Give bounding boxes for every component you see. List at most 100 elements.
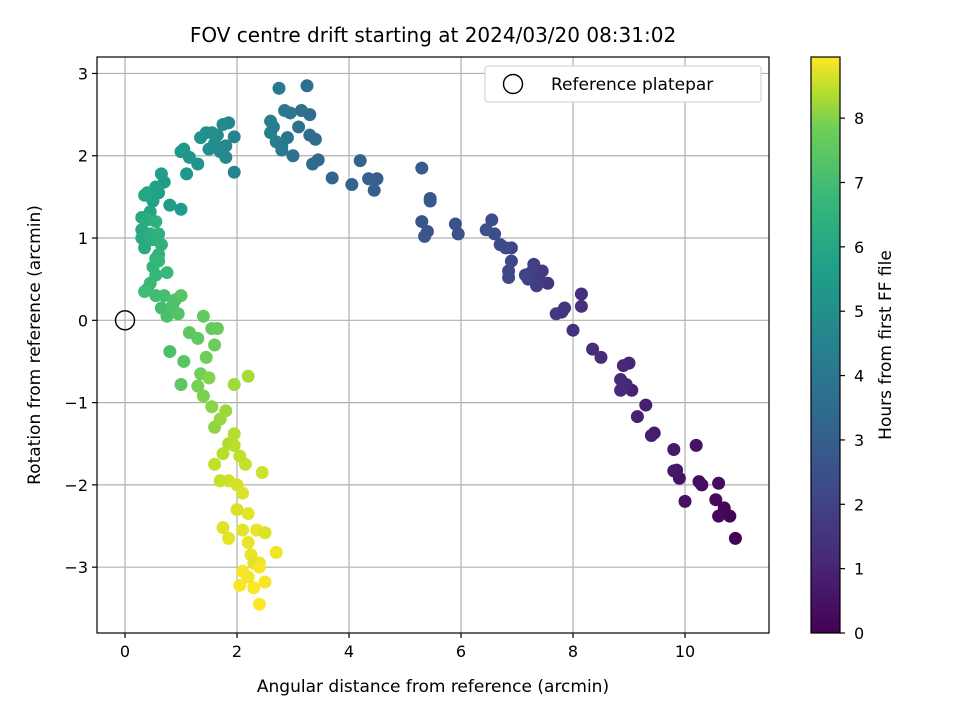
data-point <box>574 287 588 301</box>
data-point <box>196 389 210 403</box>
y-tick-label: −1 <box>64 394 88 413</box>
data-point <box>712 509 726 523</box>
data-point <box>216 447 230 461</box>
colorbar-tick-label: 0 <box>854 624 864 643</box>
data-point <box>227 165 241 179</box>
x-tick-label: 4 <box>344 642 354 661</box>
legend-marker-reference <box>502 73 524 95</box>
data-point <box>241 507 255 521</box>
data-point <box>415 215 429 229</box>
data-point <box>264 126 278 140</box>
data-point <box>518 268 532 282</box>
data-point <box>138 241 152 255</box>
data-point <box>278 103 292 117</box>
data-point <box>216 117 230 131</box>
data-point <box>157 289 171 303</box>
y-tick-label: −2 <box>64 476 88 495</box>
x-tick-label: 10 <box>675 642 695 661</box>
data-point <box>149 215 163 229</box>
data-point <box>180 167 194 181</box>
data-point <box>255 466 269 480</box>
legend-box <box>484 65 762 103</box>
colorbar-tick-label: 6 <box>854 238 864 257</box>
data-point <box>230 503 244 517</box>
data-point <box>247 581 261 595</box>
data-point <box>300 79 314 93</box>
data-point <box>152 227 166 241</box>
data-point <box>236 564 250 578</box>
data-point <box>160 309 174 323</box>
data-point <box>208 457 222 471</box>
data-point <box>614 373 628 387</box>
colorbar-tick-label: 8 <box>854 109 864 128</box>
data-point <box>367 183 381 197</box>
data-point <box>616 359 630 373</box>
data-point <box>205 400 219 414</box>
data-point <box>222 531 236 545</box>
data-point <box>345 178 359 192</box>
data-point <box>236 486 250 500</box>
data-point <box>362 172 376 186</box>
plot-frame <box>96 56 770 634</box>
data-point <box>504 254 518 268</box>
data-point <box>325 171 339 185</box>
colorbar-tick-label: 1 <box>854 560 864 579</box>
colorbar-tick-label: 3 <box>854 431 864 450</box>
y-tick-label: 2 <box>78 147 88 166</box>
data-point <box>138 285 152 299</box>
data-point <box>709 493 723 507</box>
data-point <box>423 194 437 208</box>
data-point <box>216 521 230 535</box>
data-point <box>163 345 177 359</box>
data-point <box>303 128 317 142</box>
chart-title: FOV centre drift starting at 2024/03/20 … <box>190 23 676 47</box>
data-point <box>233 449 247 463</box>
data-point <box>177 354 191 368</box>
data-point <box>689 438 703 452</box>
data-point <box>191 379 205 393</box>
data-point <box>138 188 152 202</box>
data-point <box>667 464 681 478</box>
x-axis-ticks: 0 2 4 6 8 10 <box>120 633 695 661</box>
reference-platepar-marker <box>114 310 136 331</box>
y-axis-label: Rotation from reference (arcmin) <box>25 205 45 485</box>
data-point <box>258 575 272 589</box>
data-point <box>174 289 188 303</box>
data-point <box>485 213 499 227</box>
data-point <box>241 369 255 383</box>
data-point <box>174 202 188 216</box>
data-point <box>202 142 216 156</box>
data-point <box>227 427 241 441</box>
colorbar-ticks: 0 1 2 3 4 5 6 7 8 <box>840 109 864 643</box>
data-point <box>692 475 706 489</box>
x-axis-label: Angular distance from reference (arcmin) <box>257 677 609 697</box>
data-point <box>194 131 208 145</box>
data-point <box>269 545 283 559</box>
data-point <box>227 438 241 452</box>
data-point <box>196 309 210 323</box>
data-point <box>191 331 205 345</box>
data-point <box>272 81 286 95</box>
data-point <box>451 227 465 241</box>
legend-label-reference: Reference platepar <box>551 75 713 95</box>
data-points <box>135 79 742 611</box>
data-point <box>415 161 429 175</box>
x-tick-label: 0 <box>120 642 130 661</box>
data-point <box>639 398 653 412</box>
data-point <box>614 383 628 397</box>
data-point <box>493 238 507 252</box>
data-point <box>306 157 320 171</box>
data-point <box>448 217 462 231</box>
y-tick-label: −3 <box>64 558 88 577</box>
data-point <box>264 114 278 128</box>
colorbar-label: Hours from first FF file <box>876 250 896 440</box>
data-point <box>294 103 308 117</box>
data-point <box>154 238 168 252</box>
data-point <box>210 322 224 336</box>
data-point <box>160 266 174 280</box>
data-point <box>574 299 588 313</box>
data-point <box>586 342 600 356</box>
data-point <box>219 404 233 418</box>
